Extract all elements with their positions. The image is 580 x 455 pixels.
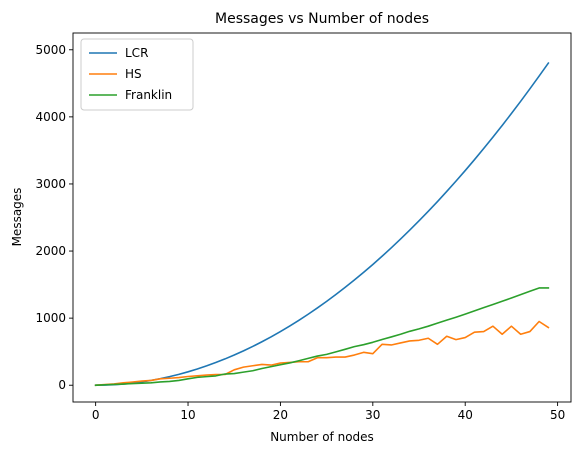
series-line-hs <box>94 320 550 387</box>
x-tick-label: 30 <box>365 408 380 422</box>
y-tick-label: 5000 <box>35 43 66 57</box>
chart-title: Messages vs Number of nodes <box>215 11 429 27</box>
axes: 0 10 20 30 40 50 0 1000 2000 3000 4000 5000 <box>35 32 572 422</box>
x-tick-label: 50 <box>550 408 565 422</box>
y-tick-label: 3000 <box>35 177 66 191</box>
x-tick-label: 0 <box>92 408 100 422</box>
x-tick-label: 10 <box>180 408 195 422</box>
legend-label-hs: HS <box>125 67 142 81</box>
legend-label-lcr: LCR <box>125 46 148 60</box>
x-tick-label: 40 <box>458 408 473 422</box>
x-axis-label: Number of nodes <box>270 430 374 444</box>
y-tick-label: 2000 <box>35 244 66 258</box>
axes-frame <box>72 32 572 403</box>
y-axis-label: Messages <box>10 188 24 247</box>
legend-box <box>80 38 194 111</box>
x-tick-label: 20 <box>273 408 288 422</box>
y-tick-label: 0 <box>58 378 66 392</box>
legend-label-franklin: Franklin <box>125 88 172 102</box>
y-tick-label: 1000 <box>35 311 66 325</box>
series-line-franklin <box>94 287 550 387</box>
y-tick-label: 4000 <box>35 110 66 124</box>
series-line-lcr <box>94 61 550 387</box>
plot-area <box>94 61 550 387</box>
legend: LCR HS Franklin <box>80 38 194 111</box>
